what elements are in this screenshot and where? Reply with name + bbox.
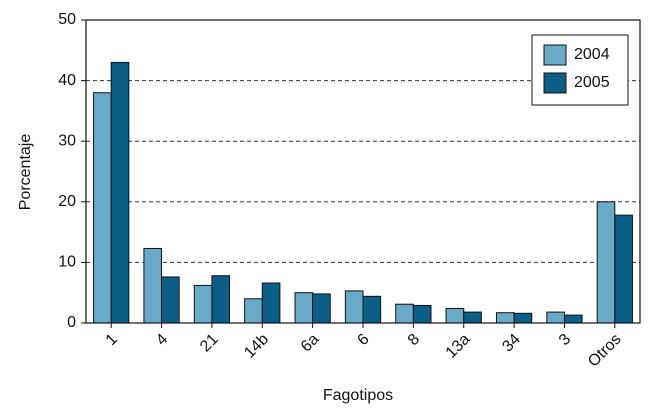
bar <box>445 307 465 324</box>
bar <box>596 201 616 324</box>
x-tick-label: 4 <box>153 331 171 349</box>
x-tick-label: 14b <box>241 331 272 362</box>
x-axis-label: Fagotipos <box>323 387 393 404</box>
x-tick-label: 6 <box>354 331 372 349</box>
legend-swatch <box>543 72 567 94</box>
bar <box>563 314 583 324</box>
bar <box>312 293 331 324</box>
y-tick-label: 20 <box>58 193 76 210</box>
x-tick-label: 3 <box>556 331 574 349</box>
x-tick-label: 1 <box>103 331 121 349</box>
bar <box>614 214 633 324</box>
x-tick-label: 21 <box>197 331 222 356</box>
bar <box>513 312 533 324</box>
bar <box>495 312 515 324</box>
bar <box>211 275 231 324</box>
bar <box>110 61 130 324</box>
y-axis-label: Porcentaje <box>17 134 34 211</box>
x-tick-label: 6a <box>298 331 323 356</box>
bar <box>244 298 263 324</box>
bar <box>193 284 213 324</box>
x-tick-label: 34 <box>499 331 524 356</box>
y-tick-label: 40 <box>58 72 76 89</box>
bar <box>412 304 432 324</box>
bar <box>261 282 281 324</box>
bar <box>395 303 414 324</box>
x-tick-label: 13a <box>443 331 474 362</box>
bar <box>362 295 382 324</box>
bar <box>463 311 482 324</box>
bar <box>161 276 180 324</box>
x-tick-label: 8 <box>405 331 423 349</box>
legend-label: 2004 <box>574 46 610 63</box>
y-tick-label: 30 <box>58 132 76 149</box>
legend-swatch <box>543 44 567 66</box>
y-tick-label: 0 <box>67 314 76 331</box>
y-tick-label: 50 <box>58 11 76 28</box>
bar <box>143 247 163 324</box>
bar <box>93 92 112 324</box>
plot-frame <box>85 19 641 324</box>
bar <box>294 292 314 324</box>
bar <box>344 290 364 324</box>
legend-label: 2005 <box>574 74 610 91</box>
x-tick-label: Otros <box>585 331 625 371</box>
y-tick-label: 10 <box>58 254 76 271</box>
bar <box>546 311 565 324</box>
